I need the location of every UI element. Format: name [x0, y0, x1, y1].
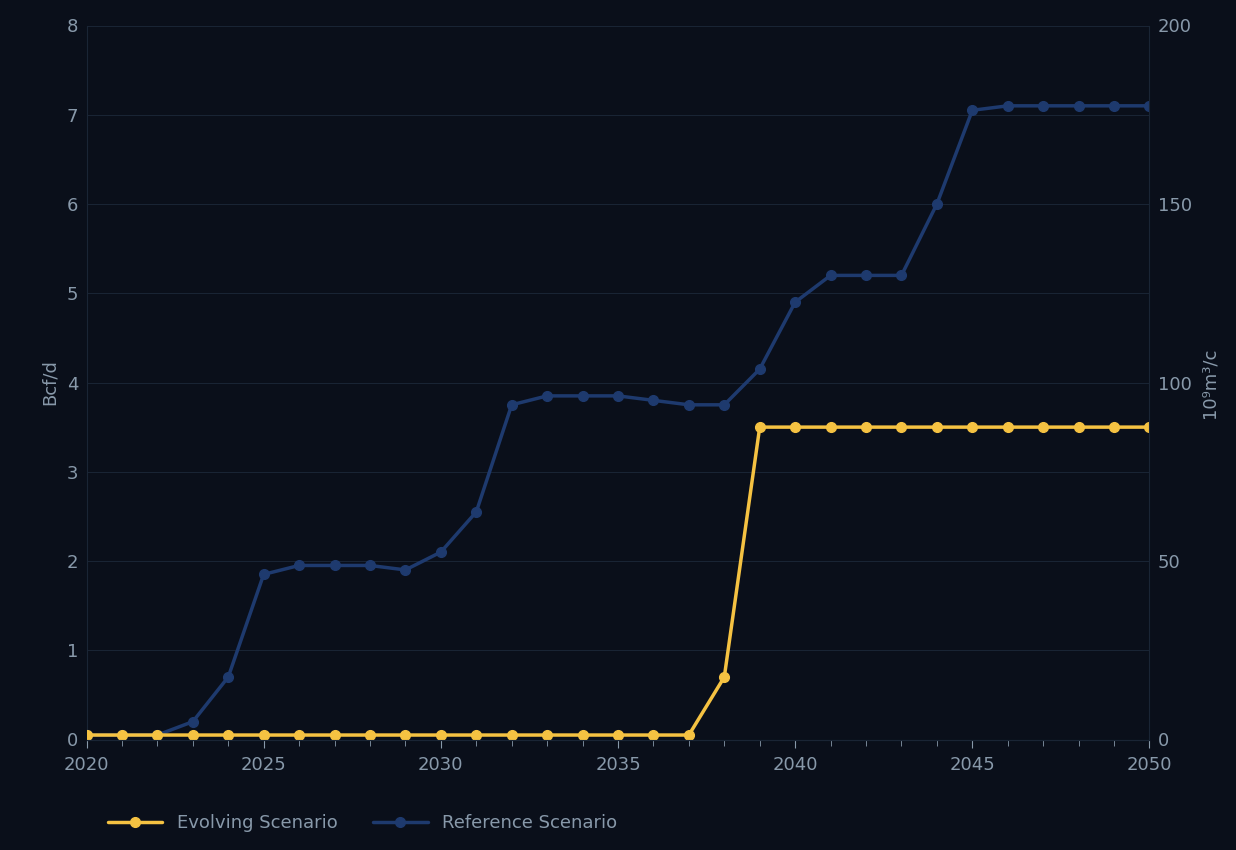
Evolving Scenario — [150, 730, 164, 740]
Evolving Scenario — [221, 730, 236, 740]
Reference Scenario — [859, 270, 874, 280]
Reference Scenario — [1142, 101, 1157, 111]
Reference Scenario — [894, 270, 908, 280]
Evolving Scenario — [894, 422, 908, 433]
Reference Scenario — [256, 570, 271, 580]
Reference Scenario — [398, 565, 413, 575]
Reference Scenario — [115, 730, 130, 740]
Evolving Scenario — [929, 422, 944, 433]
Line: Reference Scenario: Reference Scenario — [82, 101, 1154, 740]
Evolving Scenario — [611, 730, 625, 740]
Reference Scenario — [646, 395, 661, 405]
Reference Scenario — [717, 400, 732, 410]
Evolving Scenario — [468, 730, 483, 740]
Evolving Scenario — [398, 730, 413, 740]
Evolving Scenario — [823, 422, 838, 433]
Reference Scenario — [362, 560, 377, 570]
Evolving Scenario — [185, 730, 200, 740]
Evolving Scenario — [859, 422, 874, 433]
Reference Scenario — [1072, 101, 1086, 111]
Reference Scenario — [504, 400, 519, 410]
Reference Scenario — [468, 507, 483, 517]
Evolving Scenario — [540, 730, 555, 740]
Reference Scenario — [753, 364, 768, 374]
Evolving Scenario — [575, 730, 590, 740]
Reference Scenario — [292, 560, 307, 570]
Line: Evolving Scenario: Evolving Scenario — [82, 422, 1154, 740]
Evolving Scenario — [681, 730, 696, 740]
Reference Scenario — [965, 105, 980, 116]
Legend: Evolving Scenario, Reference Scenario: Evolving Scenario, Reference Scenario — [108, 814, 617, 832]
Reference Scenario — [787, 298, 802, 308]
Y-axis label: 10⁹m³/c: 10⁹m³/c — [1200, 348, 1219, 417]
Evolving Scenario — [717, 672, 732, 682]
Evolving Scenario — [79, 730, 94, 740]
Y-axis label: Bcf/d: Bcf/d — [41, 360, 58, 405]
Reference Scenario — [1036, 101, 1051, 111]
Reference Scenario — [150, 730, 164, 740]
Evolving Scenario — [362, 730, 377, 740]
Evolving Scenario — [1036, 422, 1051, 433]
Evolving Scenario — [965, 422, 980, 433]
Reference Scenario — [434, 547, 449, 558]
Reference Scenario — [929, 199, 944, 209]
Evolving Scenario — [1000, 422, 1015, 433]
Evolving Scenario — [328, 730, 342, 740]
Reference Scenario — [611, 391, 625, 401]
Reference Scenario — [185, 717, 200, 727]
Evolving Scenario — [1106, 422, 1121, 433]
Reference Scenario — [540, 391, 555, 401]
Evolving Scenario — [646, 730, 661, 740]
Evolving Scenario — [787, 422, 802, 433]
Evolving Scenario — [504, 730, 519, 740]
Reference Scenario — [1000, 101, 1015, 111]
Evolving Scenario — [292, 730, 307, 740]
Reference Scenario — [681, 400, 696, 410]
Reference Scenario — [328, 560, 342, 570]
Evolving Scenario — [753, 422, 768, 433]
Reference Scenario — [823, 270, 838, 280]
Evolving Scenario — [1142, 422, 1157, 433]
Evolving Scenario — [256, 730, 271, 740]
Reference Scenario — [575, 391, 590, 401]
Reference Scenario — [221, 672, 236, 682]
Evolving Scenario — [1072, 422, 1086, 433]
Evolving Scenario — [115, 730, 130, 740]
Evolving Scenario — [434, 730, 449, 740]
Reference Scenario — [79, 730, 94, 740]
Reference Scenario — [1106, 101, 1121, 111]
